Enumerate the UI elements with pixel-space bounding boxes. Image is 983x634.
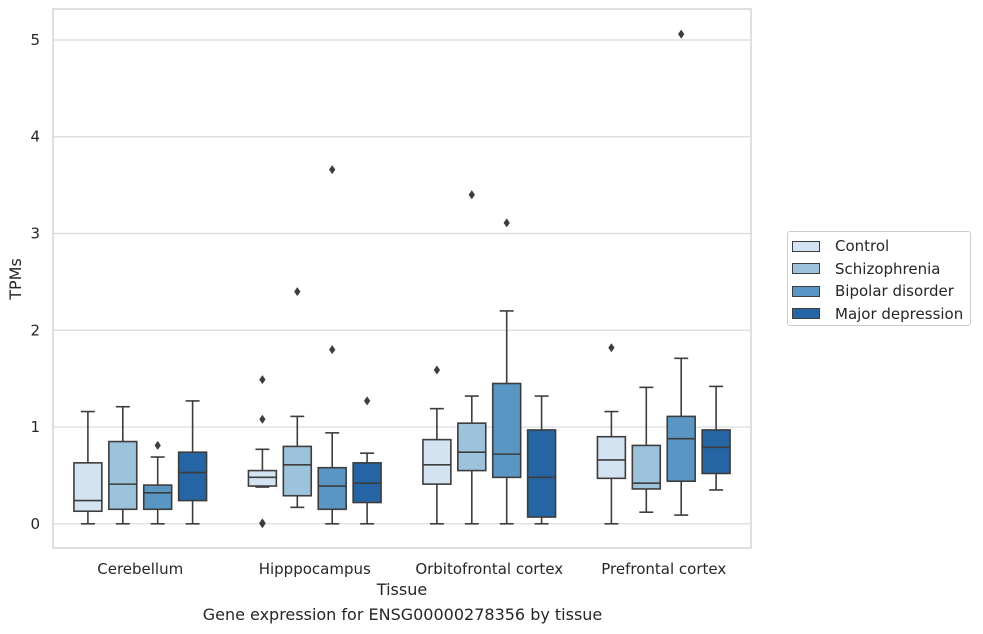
x-tick-label: Cerebellum — [97, 560, 183, 578]
outlier-marker — [294, 287, 301, 297]
legend-label: Major depression — [835, 304, 964, 323]
box-iqr — [108, 440, 138, 511]
box-iqr — [317, 466, 347, 511]
x-tick-label: Prefrontal cortex — [601, 560, 726, 578]
box-iqr — [177, 451, 208, 502]
legend-label: Bipolar disorder — [835, 282, 954, 300]
box-groups — [73, 29, 731, 529]
box-iqr — [247, 469, 278, 487]
legend-swatch — [792, 240, 820, 252]
outlier-marker — [154, 440, 161, 450]
box-control — [73, 410, 103, 525]
legend-item: Control — [792, 236, 889, 256]
box-major-depression — [701, 385, 731, 491]
legend-item: Bipolar disorder — [792, 281, 954, 301]
box-bipolar-disorder — [491, 218, 522, 525]
legend-label: Schizophrenia — [835, 259, 941, 278]
outlier-marker — [608, 343, 615, 353]
box-iqr — [596, 435, 627, 480]
outlier-marker — [468, 190, 475, 200]
box-schizophrenia — [108, 405, 138, 525]
box-bipolar-disorder — [142, 440, 173, 525]
box-iqr — [422, 438, 452, 485]
outlier-marker — [259, 414, 266, 424]
box-major-depression — [526, 395, 557, 525]
box-schizophrenia — [457, 190, 487, 525]
y-tick-label: 2 — [30, 321, 40, 339]
box-control — [422, 365, 452, 525]
outlier-marker — [259, 375, 266, 385]
legend-swatch — [792, 285, 820, 297]
outlier-marker — [433, 365, 441, 375]
y-tick-label: 3 — [30, 225, 40, 243]
x-tick-label: Hipppocampus — [259, 560, 371, 578]
box-iqr — [701, 429, 731, 475]
legend-swatch — [792, 263, 820, 274]
x-tick-label: Orbitofrontal cortex — [415, 560, 563, 578]
legend-item: Major depression — [792, 304, 963, 324]
box-iqr — [457, 422, 487, 472]
y-tick-label: 0 — [30, 515, 40, 533]
box-iqr — [491, 382, 522, 479]
box-bipolar-disorder — [317, 165, 347, 525]
outlier-marker — [329, 345, 336, 355]
outlier-marker — [678, 29, 685, 39]
figure-caption: Gene expression for ENSG00000278356 by t… — [202, 605, 603, 624]
outlier-marker — [363, 396, 371, 406]
outlier-marker — [259, 519, 266, 529]
legend-item: Schizophrenia — [792, 259, 940, 279]
box-iqr — [282, 445, 313, 497]
y-tick-label: 1 — [30, 418, 40, 436]
x-axis-ticks: Cerebellum Hipppocampus Orbitofrontal cort… — [97, 560, 726, 578]
box-control — [596, 343, 627, 525]
box-iqr — [142, 484, 173, 511]
legend-swatch — [792, 308, 820, 319]
x-axis-label: Tissue — [376, 580, 427, 599]
legend: Control Schizophrenia Bipolar disorder Majo… — [787, 231, 971, 326]
y-tick-label: 4 — [30, 128, 40, 146]
y-axis-label: TPMs — [6, 258, 25, 301]
y-axis-ticks: 0 1 2 3 4 5 — [30, 31, 40, 533]
outlier-marker — [329, 165, 336, 175]
box-iqr — [526, 429, 557, 518]
gridlines — [53, 39, 751, 525]
box-iqr — [631, 444, 662, 490]
box-iqr — [666, 415, 696, 483]
box-major-depression — [352, 396, 382, 525]
box-bipolar-disorder — [666, 29, 696, 516]
box-schizophrenia — [631, 386, 662, 513]
box-control — [247, 375, 278, 529]
y-tick-label: 5 — [30, 31, 40, 49]
box-major-depression — [177, 400, 208, 525]
box-schizophrenia — [282, 287, 313, 509]
legend-label: Control — [835, 237, 890, 255]
outlier-marker — [503, 218, 510, 228]
box-iqr — [73, 462, 103, 513]
